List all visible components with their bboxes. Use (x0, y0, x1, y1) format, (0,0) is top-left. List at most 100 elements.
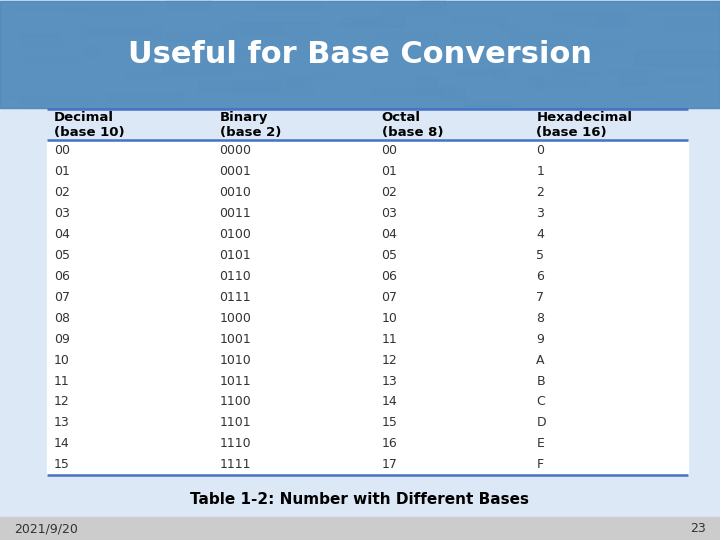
Text: 1011: 1011 (220, 375, 251, 388)
Text: Octal
(base 8): Octal (base 8) (382, 111, 443, 139)
Text: 0010: 0010 (220, 186, 251, 199)
Bar (418, 87, 454, 94)
Text: 2021/9/20: 2021/9/20 (14, 522, 78, 535)
Text: 14: 14 (54, 437, 70, 450)
Bar (84, 45, 100, 58)
Bar (82, 27, 151, 36)
Bar (596, 14, 624, 26)
Text: 13: 13 (382, 375, 397, 388)
Bar (21, 98, 94, 104)
Text: 1000: 1000 (220, 312, 251, 325)
Bar (658, 77, 708, 83)
Text: D: D (536, 416, 546, 429)
Bar (554, 13, 631, 26)
Text: 06: 06 (382, 270, 397, 283)
Text: 14: 14 (382, 395, 397, 408)
Bar (663, 17, 720, 29)
Text: Hexadecimal
(base 16): Hexadecimal (base 16) (536, 111, 632, 139)
Text: Table 1-2: Number with Different Bases: Table 1-2: Number with Different Bases (191, 492, 529, 507)
Bar (107, 93, 184, 102)
Bar (544, 49, 600, 57)
Bar (631, 96, 659, 99)
Bar (609, 70, 650, 73)
Text: 23: 23 (690, 522, 706, 535)
Text: 00: 00 (382, 144, 397, 157)
Bar (343, 17, 404, 27)
Text: 1010: 1010 (220, 354, 251, 367)
Text: 01: 01 (382, 165, 397, 178)
Text: 15: 15 (54, 458, 70, 471)
Text: 02: 02 (54, 186, 70, 199)
Bar (239, 22, 318, 35)
Bar (494, 70, 510, 79)
Text: 0001: 0001 (220, 165, 251, 178)
Text: 0100: 0100 (220, 228, 251, 241)
Bar (286, 79, 309, 85)
Bar (357, 21, 387, 30)
Text: 9: 9 (536, 333, 544, 346)
Bar (120, 25, 161, 38)
Bar (171, 61, 239, 66)
Bar (621, 76, 646, 84)
Bar (233, 84, 314, 97)
Text: 10: 10 (54, 354, 70, 367)
Text: A: A (536, 354, 545, 367)
Text: 07: 07 (54, 291, 70, 304)
Bar (451, 17, 506, 25)
Text: F: F (536, 458, 544, 471)
Bar (14, 4, 89, 10)
Text: 04: 04 (382, 228, 397, 241)
Text: 08: 08 (54, 312, 70, 325)
Text: 0111: 0111 (220, 291, 251, 304)
Bar (221, 49, 286, 55)
Text: 2: 2 (536, 186, 544, 199)
Bar (338, 52, 383, 55)
Text: 11: 11 (54, 375, 70, 388)
Text: 15: 15 (382, 416, 397, 429)
Text: 0011: 0011 (220, 207, 251, 220)
Text: Useful for Base Conversion: Useful for Base Conversion (128, 40, 592, 69)
Bar (635, 51, 719, 65)
Text: 06: 06 (54, 270, 70, 283)
Bar (22, 35, 58, 43)
Text: 1101: 1101 (220, 416, 251, 429)
Text: 11: 11 (382, 333, 397, 346)
Text: 4: 4 (536, 228, 544, 241)
Bar (251, 35, 312, 44)
Text: 1100: 1100 (220, 395, 251, 408)
Text: 0: 0 (536, 144, 544, 157)
Bar (453, 68, 505, 76)
Bar (222, 22, 283, 34)
Bar (553, 67, 575, 77)
Text: 05: 05 (54, 249, 70, 262)
Text: 0000: 0000 (220, 144, 251, 157)
Text: 5: 5 (536, 249, 544, 262)
Bar (415, 78, 435, 91)
Text: 6: 6 (536, 270, 544, 283)
Bar (552, 13, 590, 17)
Text: 05: 05 (382, 249, 397, 262)
Text: 07: 07 (382, 291, 397, 304)
Bar (63, 8, 143, 17)
Text: 13: 13 (54, 416, 70, 429)
Bar (537, 79, 588, 87)
Text: Decimal
(base 10): Decimal (base 10) (54, 111, 125, 139)
Bar (464, 101, 515, 106)
Bar (6, 95, 68, 98)
Text: 02: 02 (382, 186, 397, 199)
Bar (499, 23, 518, 30)
Text: 03: 03 (382, 207, 397, 220)
Text: 0110: 0110 (220, 270, 251, 283)
Text: C: C (536, 395, 545, 408)
Text: 10: 10 (382, 312, 397, 325)
Bar (450, 44, 471, 50)
Text: Binary
(base 2): Binary (base 2) (220, 111, 281, 139)
Bar (507, 31, 572, 37)
Bar (381, 4, 446, 13)
Text: 16: 16 (382, 437, 397, 450)
Text: 8: 8 (536, 312, 544, 325)
Text: 3: 3 (536, 207, 544, 220)
Text: 00: 00 (54, 144, 70, 157)
Bar (0, 1, 720, 108)
Text: 17: 17 (382, 458, 397, 471)
